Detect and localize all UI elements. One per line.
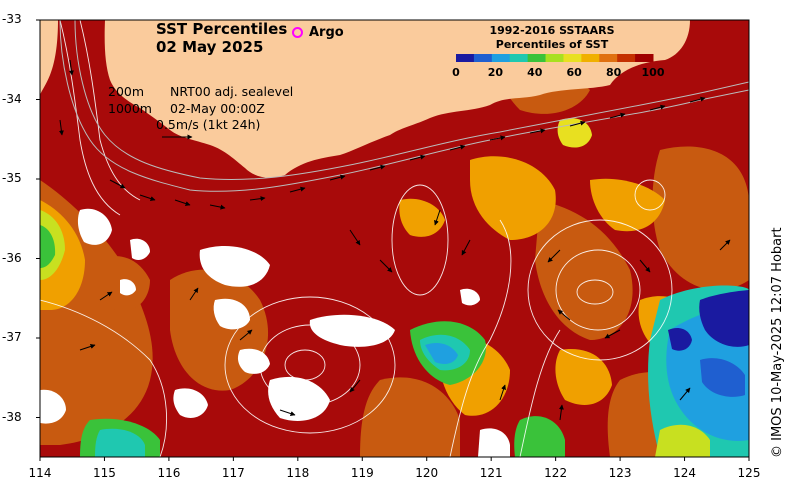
colorbar-segment [509,54,529,62]
x-tick-label: 118 [286,466,310,480]
contour-1000m: 1000m [108,101,152,116]
colorbar-segment [527,54,547,62]
run-info-time: 02-May 00:00Z [170,101,265,116]
colorbar-segment [563,54,582,62]
cloud-mask [40,208,510,457]
colorbar-tick-label: 20 [487,66,504,79]
x-tick-label: 123 [608,466,632,480]
colorbar-title: 1992-2016 SSTAARS Percentiles of SST [482,24,622,52]
colorbar-segment [473,54,493,62]
x-tick-label: 125 [737,466,761,480]
colorbar-tick-label: 40 [527,66,543,79]
colorbar-segment [617,54,636,62]
x-tick-label: 120 [415,466,439,480]
depth-contours [59,20,749,192]
y-tick-label: -33 [2,12,22,26]
colorbar-tick-label: 0 [452,66,460,79]
plot-border [39,19,750,458]
x-tick-label: 117 [221,466,245,480]
title-line-2: 02 May 2025 [156,38,264,56]
argo-marker-icon [292,27,303,38]
y-tick-label: -37 [2,330,22,344]
x-tick-label: 124 [673,466,696,480]
contour-legend: 200m 1000m [108,83,152,117]
current-vectors [58,59,731,421]
colorbar-segment [635,54,654,62]
y-tick-label: -35 [2,171,22,185]
colorbar-tick-label: 80 [605,66,622,79]
map-title: SST Percentiles 02 May 2025 [156,20,287,56]
x-tick-label: 121 [479,466,503,480]
percentile-colorbar [456,54,654,62]
colorbar-ticks: 0 20 40 60 80 100 [440,66,670,80]
colorbar-title-line-1: 1992-2016 SSTAARS [489,24,615,37]
contour-200m: 200m [108,84,145,99]
imos-credit: © IMOS 10-May-2025 12:07 Hobart [770,227,785,458]
colorbar-tick-label: 100 [641,66,665,79]
colorbar-segment [599,54,618,62]
colorbar-tick-label: 60 [566,66,582,79]
x-tick-label: 122 [544,466,568,480]
x-tick-label: 115 [93,466,116,480]
land-west-sliver [40,20,58,95]
y-tick-label: -34 [2,91,22,106]
colorbar-segment [545,54,564,62]
x-tick-label: 114 [28,466,52,480]
x-tick-label: 116 [157,466,181,480]
x-tick-label: 119 [350,466,374,480]
colorbar-title-line-2: Percentiles of SST [495,38,609,51]
y-tick-label: -38 [2,409,22,424]
colorbar-segment [491,54,511,62]
colorbar-segment [581,54,600,62]
argo-label: Argo [309,25,344,40]
run-info-source: NRT00 adj. sealevel [170,84,294,99]
vector-scale-label: 0.5m/s (1kt 24h) [156,117,261,132]
colorbar-segment [456,54,475,62]
title-line-1: SST Percentiles [156,20,288,38]
run-info: NRT00 adj. sealevel 02-May 00:00Z [170,83,293,117]
axis-ticks [36,19,750,461]
y-tick-label: -36 [2,250,22,265]
argo-legend: Argo [292,25,344,40]
